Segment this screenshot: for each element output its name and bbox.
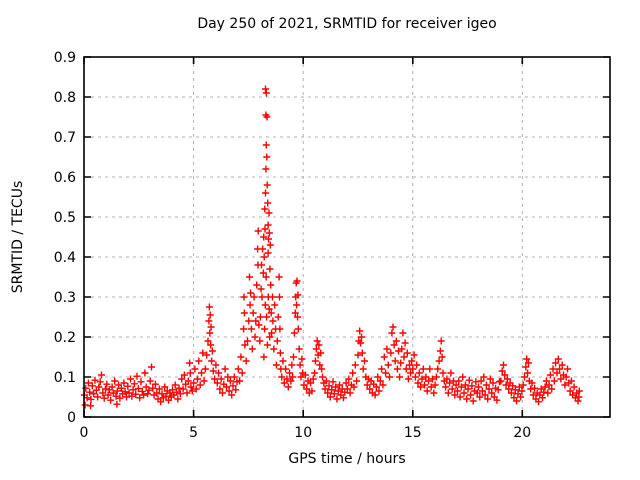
y-tick-label: 0.1 bbox=[54, 370, 76, 386]
y-tick-label: 0.4 bbox=[54, 250, 76, 266]
y-tick-label: 0.9 bbox=[54, 50, 76, 66]
x-tick-label: 15 bbox=[404, 425, 422, 441]
y-tick-labels: 0 0.1 0.2 0.3 0.4 0.5 0.6 0.7 0.8 0.9 bbox=[54, 50, 76, 426]
y-tick-label: 0.5 bbox=[54, 210, 76, 226]
chart-title: Day 250 of 2021, SRMTID for receiver ige… bbox=[197, 16, 496, 32]
y-tick-label: 0.2 bbox=[54, 330, 76, 346]
x-tick-labels: 0 5 10 15 20 bbox=[80, 425, 532, 441]
x-tick-label: 5 bbox=[189, 425, 198, 441]
x-tick-label: 20 bbox=[513, 425, 531, 441]
y-tick-label: 0.7 bbox=[54, 130, 76, 146]
y-axis-label: SRMTID / TECUs bbox=[10, 181, 26, 294]
y-tick-label: 0.6 bbox=[54, 170, 76, 186]
y-tick-label: 0 bbox=[67, 410, 76, 426]
plot-border bbox=[83, 56, 611, 418]
x-tick-label: 0 bbox=[80, 425, 89, 441]
y-tick-label: 0.8 bbox=[54, 90, 76, 106]
y-tick-label: 0.3 bbox=[54, 290, 76, 306]
x-tick-label: 10 bbox=[294, 425, 312, 441]
x-axis-label: GPS time / hours bbox=[288, 451, 405, 467]
